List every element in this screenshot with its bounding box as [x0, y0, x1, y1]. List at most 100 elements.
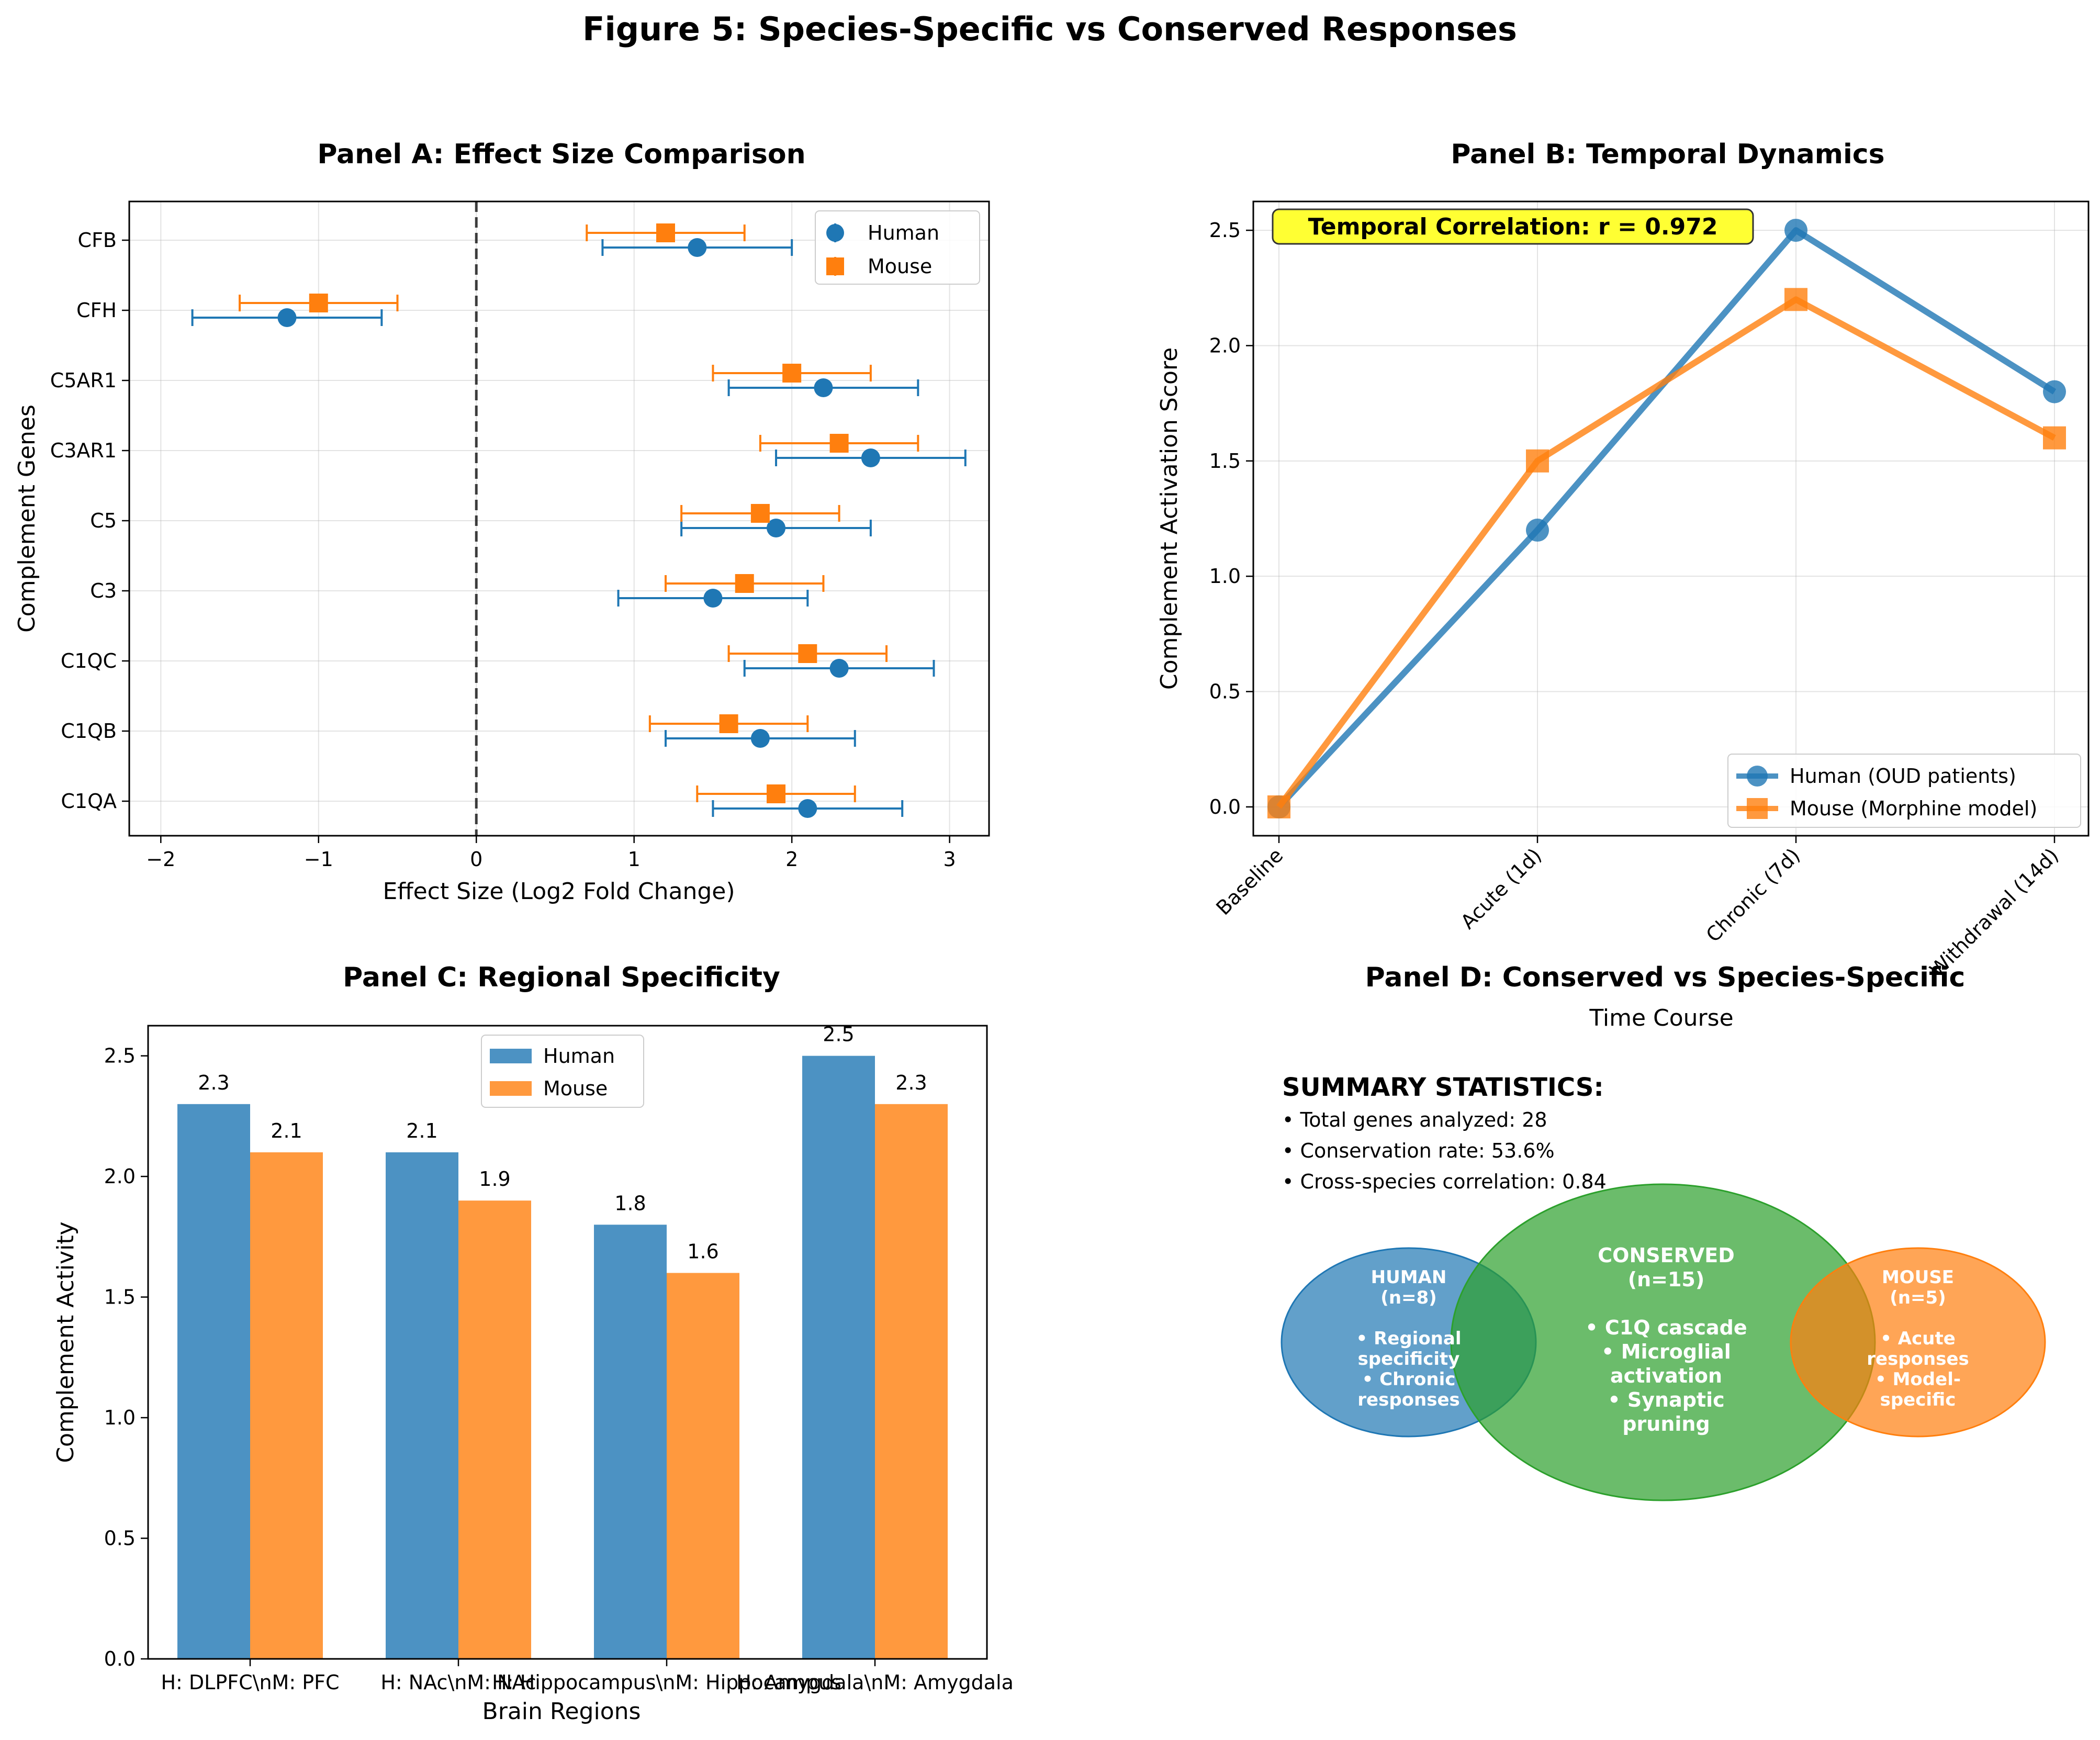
panel-a-ytick-label: C1QC: [61, 649, 117, 672]
panel-b-point-mouse: [1267, 795, 1290, 818]
panel-a-title: Panel A: Effect Size Comparison: [317, 139, 805, 170]
panel-b-annotation-box: [1272, 208, 1754, 245]
panel-b-legend-marker-mouse: [1747, 798, 1768, 819]
panel-b-point-mouse: [2043, 426, 2066, 450]
panel-c-legend-swatch: [490, 1049, 532, 1063]
venn-label-line: • Synaptic: [1608, 1388, 1724, 1411]
panel-c-ytick-label: 1.0: [104, 1406, 136, 1429]
panel-a-ytick-label: CFB: [78, 229, 117, 252]
venn-label-line: specificity: [1358, 1349, 1460, 1369]
venn-label-line: • Acute: [1880, 1328, 1956, 1349]
panel-c-regional: Panel C: Regional Specificity 2.32.11.82…: [52, 962, 1014, 1725]
panel-a-xtick-label: −1: [304, 848, 333, 871]
panel-c-xlabel: Brain Regions: [482, 1698, 641, 1725]
figure-title: Figure 5: Species-Specific vs Conserved …: [582, 10, 1517, 48]
panel-a-legend-box: [815, 210, 980, 285]
panel-a-ytick-label: C5AR1: [50, 369, 117, 392]
panel-c-bar-human: [594, 1225, 667, 1659]
panel-b-legend: Human (OUD patients) Mouse (Morphine mode…: [1727, 754, 2081, 828]
panel-b-legend-box: [1727, 754, 2081, 828]
panel-b-legend-marker-human: [1747, 766, 1768, 787]
venn-label-line: responses: [1867, 1349, 1969, 1369]
panel-c-ticks: 0.0 0.5 1.0 1.5 2.0 2.5 H: DLPFC\nM: PFC H: NAc…: [104, 1045, 1014, 1694]
panel-c-ytick-label: 1.5: [104, 1286, 136, 1309]
panel-a-point-mouse: [735, 574, 754, 593]
panel-b-legend-label: Mouse (Morphine model): [1790, 797, 2037, 820]
venn-conserved-label: CONSERVED(n=15) • C1Q cascade• Microglial…: [1585, 1244, 1747, 1435]
venn-label-line: HUMAN: [1371, 1267, 1447, 1288]
panel-b-point-mouse: [1526, 449, 1549, 473]
panel-a-point-mouse: [309, 294, 328, 312]
panel-b-legend-label: Human (OUD patients): [1790, 765, 2016, 788]
panel-a-ytick-label: C3AR1: [50, 439, 117, 462]
panel-c-bar-mouse: [250, 1152, 323, 1659]
panel-c-xtick-label: H: Hippocampus\nM: Hippocampus: [492, 1671, 841, 1694]
panel-a-ytick-label: C3: [90, 579, 117, 602]
venn-label-line: • Model-: [1875, 1369, 1961, 1390]
panel-d-title: Panel D: Conserved vs Species-Specific: [1365, 962, 1966, 993]
panel-c-legend-swatch: [490, 1081, 532, 1096]
panel-b-axes-frame: [1252, 200, 2090, 837]
panel-a-legend: Human Mouse: [815, 210, 980, 285]
panel-a-xtick-label: 2: [785, 848, 798, 871]
panel-b-point-human: [2043, 380, 2066, 403]
venn-label-line: MOUSE: [1882, 1267, 1954, 1288]
venn-label-line: • Chronic: [1362, 1369, 1456, 1390]
panel-c-bar-human: [177, 1104, 250, 1659]
panel-b-ytick-label: 0.5: [1209, 680, 1241, 703]
panel-b-point-human: [1784, 219, 1807, 242]
panel-c-ylabel: Complement Activity: [52, 1221, 79, 1463]
panel-b-ylabel: Complement Activation Score: [1156, 347, 1183, 690]
panel-c-xtick-label: H: DLPFC\nM: PFC: [161, 1671, 339, 1694]
panel-c-data-label: 2.3: [198, 1071, 229, 1094]
venn-label-line: • Regional: [1356, 1328, 1462, 1349]
panel-b-series-line: [1276, 296, 2056, 809]
panel-b-annotation: Temporal Correlation: r = 0.972: [1272, 208, 1754, 245]
panel-a-point-human: [814, 378, 833, 397]
venn-label-line: activation: [1610, 1364, 1722, 1387]
panel-a-xtick-label: −2: [146, 848, 175, 871]
panel-a-axes-frame: [128, 200, 990, 837]
panel-b-ytick-label: 1.0: [1209, 565, 1241, 588]
panel-a-ytick-label: C1QB: [61, 720, 117, 743]
panel-a-ytick-label: C5: [90, 509, 117, 532]
panel-a-point-mouse: [750, 504, 770, 523]
panel-a-marks: [191, 201, 967, 836]
panel-a-ylabel: Complement Genes: [14, 405, 40, 633]
panel-a-point-human: [703, 589, 723, 608]
panel-a-point-human: [767, 519, 786, 537]
venn-label-line: (n=8): [1380, 1287, 1436, 1308]
panel-b-ytick-label: 0.0: [1209, 795, 1241, 818]
panel-d-summary-line: • Total genes analyzed: 28: [1282, 1108, 1547, 1131]
panel-c-xtick-label: H: NAc\nM: NAc: [380, 1671, 536, 1694]
venn-label-line: specific: [1880, 1389, 1956, 1410]
panel-d-venn: Panel D: Conserved vs Species-Specific S…: [1281, 962, 2046, 1501]
panel-a-point-human: [829, 659, 849, 678]
panel-c-bar-human: [386, 1152, 458, 1659]
panel-c-data-label: 1.6: [687, 1240, 718, 1263]
panel-c-data-label: 2.3: [895, 1071, 927, 1094]
panel-a-effect-size: Panel A: Effect Size Comparison −2 −1 0 1 2 3…: [14, 139, 990, 905]
panel-d-summary-heading: SUMMARY STATISTICS:: [1282, 1073, 1604, 1102]
panel-a-point-mouse: [798, 644, 817, 663]
panel-c-ytick-label: 0.5: [104, 1527, 136, 1550]
panel-c-bar-human: [802, 1056, 875, 1659]
panel-b-annotation-text: Temporal Correlation: r = 0.972: [1308, 214, 1718, 240]
panel-a-legend-label: Human: [868, 221, 939, 244]
panel-c-bar-mouse: [667, 1273, 739, 1659]
panel-a-grid: [129, 201, 989, 836]
panel-a-point-human: [798, 799, 817, 818]
venn-label-line: CONSERVED: [1598, 1244, 1735, 1267]
venn-label-line: (n=15): [1628, 1268, 1705, 1291]
panel-c-axes-frame: [147, 1025, 988, 1660]
panel-a-point-mouse: [829, 434, 849, 453]
venn-mouse-circle: [1790, 1247, 2046, 1438]
panel-d-summary-line: • Cross-species correlation: 0.84: [1282, 1170, 1607, 1193]
panel-a-point-human: [861, 448, 880, 467]
panel-a-point-human: [688, 238, 707, 257]
panel-c-title: Panel C: Regional Specificity: [343, 962, 780, 993]
panel-c-ytick-label: 2.0: [104, 1165, 136, 1188]
panel-b-point-human: [1526, 519, 1549, 542]
